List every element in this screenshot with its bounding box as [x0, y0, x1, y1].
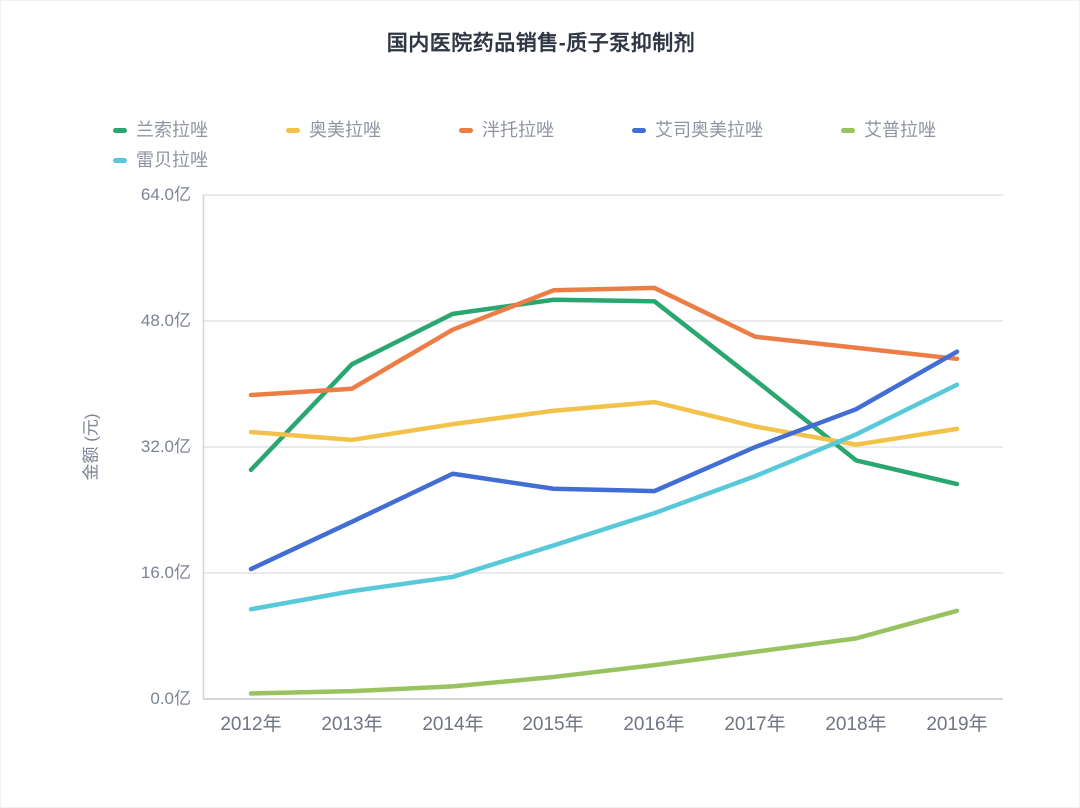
legend-label: 兰索拉唑 — [136, 120, 208, 140]
legend-label: 艾司奥美拉唑 — [655, 120, 763, 140]
x-tick-label: 2015年 — [522, 714, 584, 735]
legend-item-esomeprazole[interactable]: 艾司奥美拉唑 — [632, 119, 763, 141]
gridlines — [203, 194, 1003, 700]
series-line-0[interactable] — [248, 297, 960, 487]
legend-label: 艾普拉唑 — [864, 120, 936, 140]
chart-legend: 兰索拉唑 奥美拉唑 泮托拉唑 艾司奥美拉唑 艾普拉唑 雷贝拉唑 — [113, 119, 989, 171]
y-tick-label: 16.0亿 — [140, 563, 191, 582]
legend-marker-icon — [632, 127, 646, 133]
x-tick-label: 2018年 — [825, 714, 887, 735]
legend-label: 雷贝拉唑 — [136, 150, 208, 170]
legend-marker-icon — [459, 127, 473, 133]
legend-item-rabeprazole[interactable]: 雷贝拉唑 — [113, 149, 208, 171]
series-line-5[interactable] — [248, 382, 960, 612]
legend-item-pantoprazole[interactable]: 泮托拉唑 — [459, 119, 554, 141]
legend-label: 奥美拉唑 — [309, 120, 381, 140]
x-tick-label: 2013年 — [321, 714, 383, 735]
series-line-4[interactable] — [248, 608, 960, 696]
legend-marker-icon — [841, 127, 855, 133]
y-tick-label: 48.0亿 — [140, 311, 191, 330]
x-tick-label: 2012年 — [220, 714, 282, 735]
legend-item-lansoprazole[interactable]: 兰索拉唑 — [113, 119, 208, 141]
legend-marker-icon — [286, 127, 300, 133]
chart-title: 国内医院药品销售-质子泵抑制剂 — [386, 32, 696, 55]
y-tick-label: 32.0亿 — [140, 437, 191, 456]
series-line-2[interactable] — [248, 285, 960, 398]
legend-marker-icon — [113, 157, 127, 163]
y-tick-label: 0.0亿 — [150, 689, 191, 708]
legend-marker-icon — [113, 127, 127, 133]
series-lines — [248, 285, 960, 696]
x-tick-label: 2014年 — [422, 714, 484, 735]
series-line-3[interactable] — [248, 349, 960, 572]
x-tick-label: 2019年 — [926, 714, 988, 735]
legend-item-ilaprazole[interactable]: 艾普拉唑 — [841, 119, 936, 141]
y-tick-label: 64.0亿 — [140, 185, 191, 204]
legend-item-omeprazole[interactable]: 奥美拉唑 — [286, 119, 381, 141]
x-tick-label: 2016年 — [623, 714, 685, 735]
legend-label: 泮托拉唑 — [482, 120, 554, 140]
x-tick-label: 2017年 — [724, 714, 786, 735]
